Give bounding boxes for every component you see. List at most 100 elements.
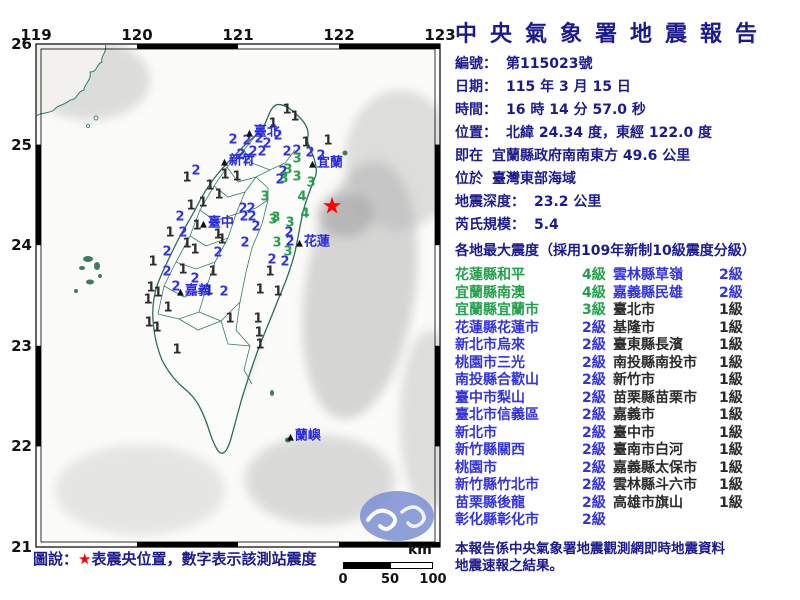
station-intensity-level: 2級 bbox=[582, 459, 606, 476]
field-value: 北緯 24.34 度，東經 122.0 度 bbox=[506, 125, 713, 141]
station-intensity-number: 1 bbox=[255, 282, 265, 298]
station-area-name: 苗栗縣苗栗市 bbox=[613, 389, 697, 406]
intensity-row: 新北市烏來 2級 bbox=[455, 337, 613, 355]
station-intensity-number: 1 bbox=[186, 198, 196, 214]
station-intensity-level: 2級 bbox=[582, 494, 606, 511]
county-boundaries bbox=[157, 127, 296, 385]
station-intensity-number: 1 bbox=[282, 102, 292, 118]
lon-tick-label: 123 bbox=[424, 26, 456, 44]
station-intensity-number: 1 bbox=[148, 254, 158, 270]
intensity-row: 高雄市旗山 1級 bbox=[613, 495, 800, 513]
station-intensity-level: 2級 bbox=[582, 337, 606, 353]
station-intensity-level: 1級 bbox=[719, 319, 743, 336]
footer-line-1: 本報告係中央氣象署地震觀測網即時地震資料 bbox=[455, 541, 725, 557]
station-intensity-number: 1 bbox=[255, 337, 265, 353]
station-area-name: 臺北市信義區 bbox=[455, 407, 539, 423]
station-intensity-number: 2 bbox=[171, 279, 181, 295]
station-intensity-level: 2級 bbox=[582, 512, 606, 528]
lat-tick-label: 22 bbox=[11, 437, 32, 456]
report-field-line: 芮氏規模： 5.4 bbox=[455, 214, 800, 237]
intensity-row: 花蓮縣和平 4級 bbox=[455, 267, 613, 285]
intensity-section-header: 各地最大震度（採用109年新制10級震度分級） bbox=[455, 243, 756, 259]
intensity-row: 臺南市白河 1級 bbox=[613, 442, 800, 460]
station-intensity-number: 1 bbox=[198, 195, 208, 211]
taiwan-map bbox=[35, 43, 441, 548]
orchid-island bbox=[285, 437, 291, 443]
city-marker-icon: ▲ bbox=[246, 128, 253, 139]
station-intensity-number: 2 bbox=[246, 201, 256, 217]
station-intensity-number: 3 bbox=[260, 189, 270, 205]
station-intensity-number: 3 bbox=[292, 151, 302, 167]
city-label: ▲花蓮 bbox=[296, 236, 330, 251]
station-intensity-level: 1級 bbox=[719, 389, 743, 406]
station-intensity-level: 1級 bbox=[719, 459, 743, 476]
intensity-row: 桃園市三光 2級 bbox=[455, 355, 613, 373]
station-area-name: 新竹縣竹北市 bbox=[455, 477, 539, 493]
city-name: 嘉義 bbox=[184, 283, 211, 299]
city-name: 宜蘭 bbox=[316, 155, 343, 171]
city-name: 臺北 bbox=[253, 124, 280, 140]
station-area-name: 新北市烏來 bbox=[455, 337, 525, 353]
station-area-name: 高雄市旗山 bbox=[613, 494, 683, 511]
scale-bar-filled bbox=[344, 563, 391, 568]
station-area-name: 宜蘭縣宜蘭市 bbox=[455, 302, 539, 318]
intensity-row: 臺中市 1級 bbox=[613, 425, 800, 443]
station-intensity-number: 1 bbox=[152, 320, 162, 336]
station-intensity-level: 1級 bbox=[719, 407, 743, 423]
field-label: 時間： bbox=[455, 102, 497, 118]
intensity-row: 桃園市 2級 bbox=[455, 460, 613, 478]
station-intensity-level: 3級 bbox=[582, 302, 606, 318]
station-intensity-number: 1 bbox=[178, 262, 188, 278]
station-area-name: 花蓮縣和平 bbox=[455, 267, 525, 283]
report-title: 中央氣象署地震報告 bbox=[455, 22, 771, 47]
station-intensity-level: 2級 bbox=[719, 267, 743, 283]
legend-prefix: 圖說： bbox=[33, 550, 79, 568]
station-intensity-number: 2 bbox=[273, 128, 283, 144]
small-island bbox=[86, 124, 90, 128]
station-intensity-number: 2 bbox=[242, 133, 252, 149]
station-intensity-number: 1 bbox=[253, 311, 263, 327]
report-field-line: 即在 宜蘭縣政府南南東方 49.6 公里 bbox=[455, 145, 800, 168]
intensity-row: 宜蘭縣宜蘭市 3級 bbox=[455, 302, 613, 320]
station-intensity-number: 3 bbox=[283, 162, 293, 178]
lat-tick-label: 24 bbox=[11, 236, 32, 255]
city-label: ▲臺北 bbox=[246, 126, 280, 141]
station-intensity-number: 1 bbox=[232, 169, 242, 185]
station-intensity-number: 2 bbox=[175, 209, 185, 225]
station-intensity-level: 2級 bbox=[582, 319, 606, 336]
intensity-column-left: 花蓮縣和平 4級 宜蘭縣南澳 4級 宜蘭縣宜蘭市 3級 花蓮縣花蓮市 2級 新北市烏來 2級 桃園市… bbox=[455, 267, 613, 530]
green-island bbox=[270, 390, 274, 396]
map-legend: 圖說：★表震央位置，數字表示該測站震度 bbox=[33, 548, 316, 569]
station-intensity-number: 2 bbox=[236, 147, 246, 163]
station-intensity-level: 1級 bbox=[719, 354, 743, 371]
station-intensity-number: 3 bbox=[283, 244, 293, 260]
field-value: 16 時 14 分 57.0 秒 bbox=[506, 102, 646, 118]
station-intensity-level: 4級 bbox=[582, 267, 606, 283]
station-area-name: 新竹縣關西 bbox=[455, 442, 525, 458]
report-field-line: 位於 臺灣東部海域 bbox=[455, 168, 800, 191]
station-intensity-number: 2 bbox=[178, 225, 188, 241]
intensity-row: 臺北市 1級 bbox=[613, 302, 800, 320]
station-intensity-level: 2級 bbox=[582, 372, 606, 388]
lon-tick-label: 121 bbox=[222, 26, 254, 44]
city-marker-icon: ▲ bbox=[309, 159, 316, 170]
station-intensity-number: 3 bbox=[272, 235, 282, 251]
station-intensity-number: 2 bbox=[242, 152, 252, 168]
station-intensity-number: 2 bbox=[254, 131, 264, 147]
lat-tick-label: 25 bbox=[11, 135, 32, 154]
intensity-row: 臺中市梨山 2級 bbox=[455, 390, 613, 408]
station-intensity-number: 1 bbox=[225, 311, 235, 327]
city-label: ▲蘭嶼 bbox=[287, 430, 321, 445]
report-fields: 編號： 第115023號 日期： 115 年 3 月 15 日時間： 16 時 14 分… bbox=[455, 53, 800, 237]
city-name: 臺中 bbox=[207, 215, 234, 231]
legend-text: 表震央位置，數字表示該測站震度 bbox=[91, 550, 317, 568]
station-intensity-number: 2 bbox=[305, 145, 315, 161]
station-intensity-number: 1 bbox=[165, 225, 175, 241]
station-area-name: 雲林縣草嶺 bbox=[613, 267, 683, 283]
city-name: 新竹 bbox=[228, 153, 255, 169]
station-intensity-number: 3 bbox=[306, 175, 316, 191]
station-intensity-number: 3 bbox=[279, 171, 289, 187]
field-label: 位於 bbox=[455, 171, 483, 187]
station-area-name: 嘉義市 bbox=[613, 407, 655, 423]
